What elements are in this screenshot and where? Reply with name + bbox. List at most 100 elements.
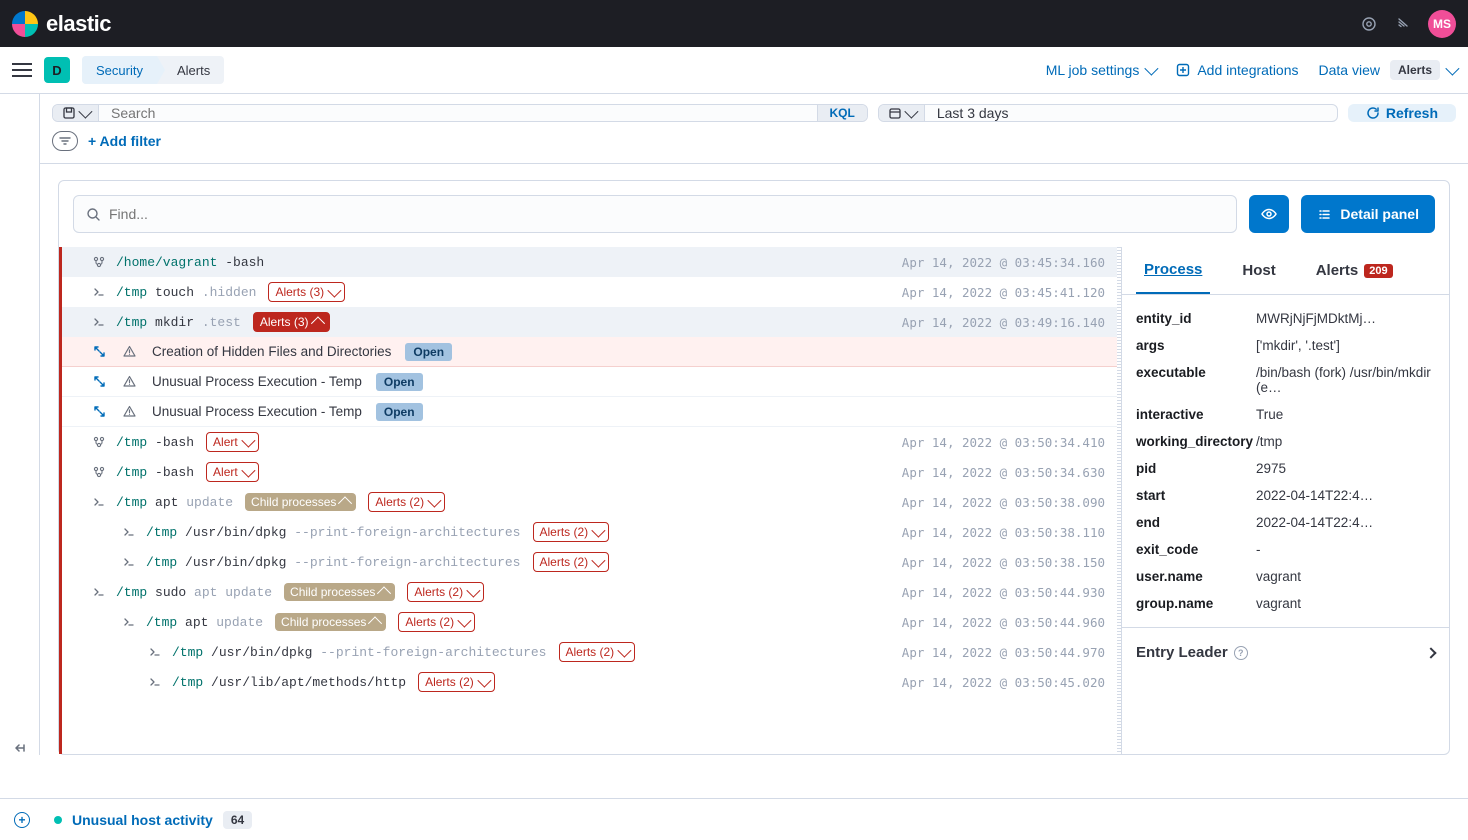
alerts-badge[interactable]: Alerts (2)	[368, 492, 445, 512]
view-options-button[interactable]	[1249, 195, 1289, 233]
saved-query-button[interactable]	[53, 105, 99, 121]
timestamp: Apr 14, 2022 @ 03:50:38.110	[902, 525, 1105, 540]
alert-row[interactable]: Unusual Process Execution - TempOpen	[62, 397, 1117, 427]
timestamp: Apr 14, 2022 @ 03:50:44.970	[902, 645, 1105, 660]
chevron-down-icon	[592, 554, 606, 568]
alerts-badge[interactable]: Alerts (2)	[398, 612, 475, 632]
chevron-up-icon	[377, 586, 391, 600]
child-processes-badge[interactable]: Child processes	[275, 613, 386, 631]
process-command: /tmp /usr/bin/dpkg --print-foreign-archi…	[146, 555, 521, 570]
alerts-badge[interactable]: Alerts (2)	[418, 672, 495, 692]
help-icon[interactable]	[1360, 15, 1378, 33]
tab-process[interactable]: Process	[1136, 247, 1210, 294]
field-key: end	[1136, 515, 1256, 530]
expand-icon[interactable]	[92, 405, 106, 419]
process-row[interactable]: /home/vagrant -bashApr 14, 2022 @ 03:45:…	[62, 247, 1117, 277]
brand[interactable]: elastic	[12, 11, 111, 37]
ml-job-settings-link[interactable]: ML job settings	[1046, 62, 1156, 78]
process-row[interactable]: /tmp /usr/bin/dpkg --print-foreign-archi…	[62, 517, 1117, 547]
alerts-badge[interactable]: Alerts (2)	[407, 582, 484, 602]
nav-toggle-icon[interactable]	[12, 63, 32, 77]
alert-rule-name: Unusual Process Execution - Temp	[152, 404, 362, 419]
field-row: start2022-04-14T22:4…	[1136, 482, 1435, 509]
kql-search-input[interactable]	[99, 105, 817, 121]
terminal-icon	[92, 315, 106, 329]
expand-icon[interactable]	[92, 345, 106, 359]
expand-nav-icon[interactable]	[13, 106, 27, 755]
process-row[interactable]: /tmp -bashAlert Apr 14, 2022 @ 03:50:34.…	[62, 427, 1117, 457]
process-tree[interactable]: /home/vagrant -bashApr 14, 2022 @ 03:45:…	[59, 247, 1117, 754]
detail-panel: Process Host Alerts 209 entity_idMWRjNjF…	[1121, 247, 1449, 754]
kql-toggle[interactable]: KQL	[817, 105, 867, 121]
kql-search: KQL	[52, 104, 868, 122]
add-filter-link[interactable]: + Add filter	[88, 133, 161, 149]
data-view-selector[interactable]: Data view Alerts	[1319, 60, 1456, 80]
global-header: elastic MS	[0, 0, 1468, 47]
field-key: interactive	[1136, 407, 1256, 422]
field-row: args['mkdir', '.test']	[1136, 332, 1435, 359]
date-range-display[interactable]: Last 3 days	[925, 105, 1337, 121]
alerts-badge[interactable]: Alerts (3)	[253, 312, 330, 332]
chevron-down-icon	[78, 105, 92, 119]
field-row: end2022-04-14T22:4…	[1136, 509, 1435, 536]
detail-panel-button[interactable]: Detail panel	[1301, 195, 1435, 233]
process-row[interactable]: /tmp /usr/lib/apt/methods/http Alerts (2…	[62, 667, 1117, 697]
process-command: /tmp apt update	[116, 495, 233, 510]
tab-alerts[interactable]: Alerts 209	[1308, 247, 1401, 294]
tab-host[interactable]: Host	[1234, 247, 1283, 294]
newsfeed-icon[interactable]	[1394, 15, 1412, 33]
data-view-current: Alerts	[1390, 60, 1440, 80]
field-row: exit_code-	[1136, 536, 1435, 563]
process-row[interactable]: /tmp -bashAlert Apr 14, 2022 @ 03:50:34.…	[62, 457, 1117, 487]
filter-menu-icon[interactable]	[52, 131, 78, 151]
alerts-badge[interactable]: Alert	[206, 432, 259, 452]
timestamp: Apr 14, 2022 @ 03:50:44.930	[902, 585, 1105, 600]
chevron-down-icon	[904, 105, 918, 119]
terminal-icon	[122, 555, 136, 569]
process-command: /tmp /usr/bin/dpkg --print-foreign-archi…	[146, 525, 521, 540]
process-row[interactable]: /tmp apt update Child processes Alerts (2…	[62, 487, 1117, 517]
collapsed-side-nav[interactable]	[0, 94, 40, 755]
terminal-icon	[92, 585, 106, 599]
add-timeline-button[interactable]: +	[14, 812, 30, 828]
alerts-badge[interactable]: Alerts (2)	[533, 522, 610, 542]
alerts-badge[interactable]: Alerts (2)	[559, 642, 636, 662]
add-integrations-link[interactable]: Add integrations	[1175, 62, 1298, 78]
process-row[interactable]: /tmp sudo apt updateChild processes Aler…	[62, 577, 1117, 607]
child-processes-badge[interactable]: Child processes	[284, 583, 395, 601]
process-command: /tmp -bash	[116, 465, 194, 480]
data-view-label: Data view	[1319, 62, 1380, 78]
find-input[interactable]	[109, 206, 1224, 222]
refresh-button[interactable]: Refresh	[1348, 104, 1456, 122]
alert-row[interactable]: Unusual Process Execution - TempOpen	[62, 367, 1117, 397]
timeline-name[interactable]: Unusual host activity	[72, 812, 213, 828]
process-row[interactable]: /tmp touch .hiddenAlerts (3) Apr 14, 202…	[62, 277, 1117, 307]
process-row[interactable]: /tmp /usr/bin/dpkg --print-foreign-archi…	[62, 547, 1117, 577]
alerts-badge[interactable]: Alerts (3)	[268, 282, 345, 302]
field-key: working_directory	[1136, 434, 1256, 449]
plus-box-icon	[1175, 62, 1191, 78]
breadcrumb-alerts: Alerts	[157, 56, 224, 84]
process-row[interactable]: /tmp /usr/bin/dpkg --print-foreign-archi…	[62, 637, 1117, 667]
expand-icon[interactable]	[92, 375, 106, 389]
alert-row[interactable]: Creation of Hidden Files and Directories…	[62, 337, 1117, 367]
child-processes-badge[interactable]: Child processes	[245, 493, 356, 511]
field-key: exit_code	[1136, 542, 1256, 557]
field-key: start	[1136, 488, 1256, 503]
process-row[interactable]: /tmp apt updateChild processes Alerts (2…	[62, 607, 1117, 637]
alerts-badge[interactable]: Alerts (2)	[533, 552, 610, 572]
alert-rule-name: Unusual Process Execution - Temp	[152, 374, 362, 389]
process-row[interactable]: /tmp mkdir .testAlerts (3) Apr 14, 2022 …	[62, 307, 1117, 337]
breadcrumb-security[interactable]: Security	[82, 56, 157, 84]
chevron-down-icon	[427, 494, 441, 508]
date-picker-button[interactable]	[879, 105, 925, 121]
user-avatar[interactable]: MS	[1428, 10, 1456, 38]
field-value: MWRjNjFjMDktMj…	[1256, 311, 1376, 326]
entry-leader-section[interactable]: Entry Leader ?	[1122, 627, 1449, 677]
chevron-up-icon	[338, 496, 352, 510]
space-selector[interactable]: D	[44, 57, 70, 83]
field-value: vagrant	[1256, 596, 1301, 611]
help-icon[interactable]: ?	[1234, 646, 1248, 660]
find-box	[73, 195, 1237, 233]
alerts-badge[interactable]: Alert	[206, 462, 259, 482]
